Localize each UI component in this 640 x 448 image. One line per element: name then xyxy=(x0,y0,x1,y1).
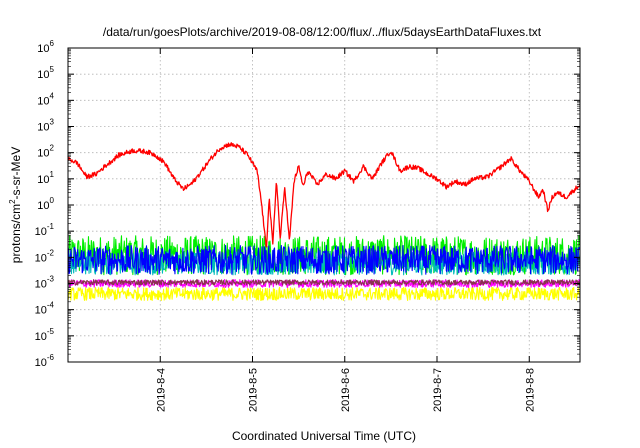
y-tick-label: 10-6 xyxy=(35,353,55,369)
y-tick-base: 10 xyxy=(35,226,47,238)
x-tick-label: 2019-8-5 xyxy=(248,368,260,412)
y-tick-label: 102 xyxy=(37,144,54,160)
y-tick-label: 10-5 xyxy=(35,327,55,343)
series-line xyxy=(67,142,581,248)
y-tick-exponent: -4 xyxy=(47,301,55,310)
chart-title: /data/run/goesPlots/archive/2019-08-08/1… xyxy=(103,25,542,39)
y-tick-base: 10 xyxy=(37,69,49,81)
y-tick-label: 106 xyxy=(37,39,54,55)
y-axis-title-sup: 2 xyxy=(8,199,17,204)
y-axis-title-suffix: -s-sr-MeV xyxy=(9,147,23,200)
x-tick-label: 2019-8-7 xyxy=(432,368,444,412)
y-tick-exponent: -2 xyxy=(47,248,55,257)
grid-lines xyxy=(68,48,580,362)
y-tick-base: 10 xyxy=(37,95,49,107)
series-line xyxy=(67,244,581,275)
y-tick-base: 10 xyxy=(35,331,47,343)
y-axis-title: protons/cm2-s-sr-MeV xyxy=(8,147,23,263)
y-tick-label: 10-4 xyxy=(35,301,55,317)
y-tick-base: 10 xyxy=(35,252,47,264)
y-tick-exponent: 6 xyxy=(50,39,55,48)
x-tick-label: 2019-8-8 xyxy=(524,368,536,412)
y-tick-base: 10 xyxy=(37,43,49,55)
x-axis-title: Coordinated Universal Time (UTC) xyxy=(232,429,416,443)
series-line xyxy=(67,286,581,301)
y-tick-label: 10-1 xyxy=(35,222,55,238)
y-tick-exponent: 3 xyxy=(50,118,55,127)
y-tick-exponent: -1 xyxy=(47,222,55,231)
y-tick-exponent: 4 xyxy=(50,91,55,100)
y-tick-exponent: -3 xyxy=(47,275,55,284)
y-tick-label: 101 xyxy=(37,170,54,186)
y-tick-exponent: -6 xyxy=(47,353,55,362)
y-tick-base: 10 xyxy=(35,357,47,369)
y-axis-ticks: 10-610-510-410-310-210-11001011021031041… xyxy=(35,39,580,369)
y-tick-exponent: 0 xyxy=(50,196,55,205)
y-tick-base: 10 xyxy=(37,200,49,212)
y-tick-base: 10 xyxy=(37,148,49,160)
series-layer xyxy=(67,142,581,301)
y-tick-exponent: 1 xyxy=(50,170,55,179)
y-tick-label: 103 xyxy=(37,118,54,134)
y-tick-base: 10 xyxy=(37,122,49,134)
y-tick-label: 100 xyxy=(37,196,54,212)
series-line xyxy=(67,279,581,286)
y-tick-base: 10 xyxy=(35,305,47,317)
x-axis-ticks: 2019-8-4 2019-8-5 2019-8-6 2019-8-7 2019-8-8 xyxy=(155,48,536,412)
x-tick-label: 2019-8-4 xyxy=(155,368,167,412)
y-tick-base: 10 xyxy=(37,174,49,186)
y-tick-label: 105 xyxy=(37,65,54,81)
y-tick-label: 104 xyxy=(37,91,54,107)
y-axis-title-prefix: protons/cm xyxy=(9,204,23,263)
y-tick-exponent: -5 xyxy=(47,327,55,336)
y-tick-exponent: 5 xyxy=(50,65,55,74)
series-line xyxy=(67,279,581,288)
y-tick-base: 10 xyxy=(35,279,47,291)
x-tick-label: 2019-8-6 xyxy=(340,368,352,412)
y-tick-exponent: 2 xyxy=(50,144,55,153)
y-tick-label: 10-2 xyxy=(35,248,55,264)
y-tick-label: 10-3 xyxy=(35,275,55,291)
